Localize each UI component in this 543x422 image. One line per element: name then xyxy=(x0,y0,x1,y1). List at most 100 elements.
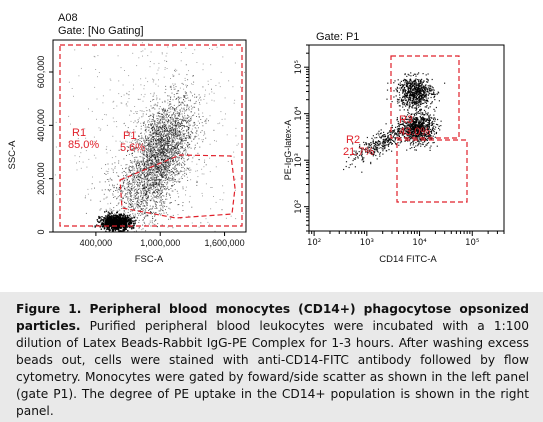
event-dot xyxy=(193,124,195,126)
event-dot xyxy=(185,149,186,151)
event-dot xyxy=(185,190,187,191)
event-dot xyxy=(170,116,172,118)
event-dot xyxy=(170,122,172,124)
event-dot xyxy=(94,226,96,228)
event-dot xyxy=(122,185,124,187)
event-dot xyxy=(155,129,157,131)
event-dot xyxy=(165,129,167,131)
event-dot xyxy=(113,100,115,102)
event-dot xyxy=(160,153,162,155)
event-dot xyxy=(170,188,172,189)
event-dot xyxy=(129,199,131,201)
event-dot xyxy=(176,169,178,171)
event-dot xyxy=(194,127,196,129)
event-dot xyxy=(155,204,157,205)
event-dot xyxy=(156,178,157,180)
event-dot xyxy=(143,139,145,141)
event-dot xyxy=(126,224,128,226)
event-dot xyxy=(177,180,179,182)
event-dot xyxy=(419,105,421,107)
event-dot xyxy=(183,149,185,151)
event-dot xyxy=(102,95,104,97)
event-dot xyxy=(408,106,410,108)
event-dot xyxy=(80,67,82,69)
event-dot xyxy=(153,139,154,141)
event-dot xyxy=(131,169,132,171)
event-dot xyxy=(167,165,168,167)
event-dot xyxy=(76,169,78,171)
event-dot xyxy=(150,162,152,163)
event-dot xyxy=(108,213,111,215)
event-dot xyxy=(161,116,163,118)
event-dot xyxy=(140,171,142,173)
event-dot xyxy=(179,133,181,135)
event-dot xyxy=(171,185,173,187)
event-dot xyxy=(175,153,177,154)
event-dot xyxy=(160,204,162,206)
event-dot xyxy=(133,157,135,159)
event-dot xyxy=(130,199,132,201)
event-dot xyxy=(155,163,157,165)
event-dot xyxy=(152,140,154,142)
event-dot xyxy=(109,219,111,222)
event-dot xyxy=(136,217,138,219)
event-dot xyxy=(175,133,176,135)
event-dot xyxy=(111,168,113,170)
event-dot xyxy=(162,149,164,151)
event-dot xyxy=(213,129,215,131)
event-dot xyxy=(165,165,167,167)
event-dot xyxy=(200,119,202,120)
event-dot xyxy=(117,216,119,218)
event-dot xyxy=(121,185,123,187)
event-dot xyxy=(158,159,160,160)
event-dot xyxy=(179,135,181,137)
event-dot xyxy=(165,175,167,177)
event-dot xyxy=(185,172,187,174)
event-dot xyxy=(200,131,202,133)
event-dot xyxy=(109,89,111,91)
event-dot xyxy=(142,147,144,148)
event-dot xyxy=(161,158,162,160)
event-dot xyxy=(172,108,174,110)
event-dot xyxy=(116,224,118,227)
event-dot xyxy=(172,149,173,151)
event-dot xyxy=(164,140,166,142)
event-dot xyxy=(111,218,113,220)
event-dot xyxy=(138,176,140,178)
event-dot xyxy=(164,140,166,142)
event-dot xyxy=(180,102,182,104)
event-dot xyxy=(182,125,184,127)
event-dot xyxy=(170,154,172,156)
event-dot xyxy=(109,78,111,80)
event-dot xyxy=(191,83,192,85)
event-dot xyxy=(149,184,151,186)
event-dot xyxy=(184,97,186,98)
event-dot xyxy=(109,190,111,192)
event-dot xyxy=(154,122,155,124)
event-dot xyxy=(179,146,181,148)
event-dot xyxy=(151,220,153,222)
event-dot xyxy=(134,183,135,185)
event-dot xyxy=(161,169,163,171)
event-dot xyxy=(120,164,122,166)
event-dot xyxy=(158,138,160,139)
event-dot xyxy=(151,149,152,151)
event-dot xyxy=(163,109,165,111)
event-dot xyxy=(157,183,159,185)
event-dot xyxy=(146,192,147,194)
event-dot xyxy=(150,164,152,166)
event-dot xyxy=(163,156,165,158)
event-dot xyxy=(203,166,205,168)
event-dot xyxy=(160,115,162,117)
event-dot xyxy=(403,84,405,86)
event-dot xyxy=(100,218,102,220)
event-dot xyxy=(137,174,139,176)
event-dot xyxy=(219,199,221,200)
event-dot xyxy=(155,138,157,139)
event-dot xyxy=(114,229,116,232)
event-dot xyxy=(132,227,134,229)
event-dot xyxy=(144,151,146,153)
event-dot xyxy=(151,163,153,165)
event-dot xyxy=(186,108,188,110)
event-dot xyxy=(222,185,224,187)
